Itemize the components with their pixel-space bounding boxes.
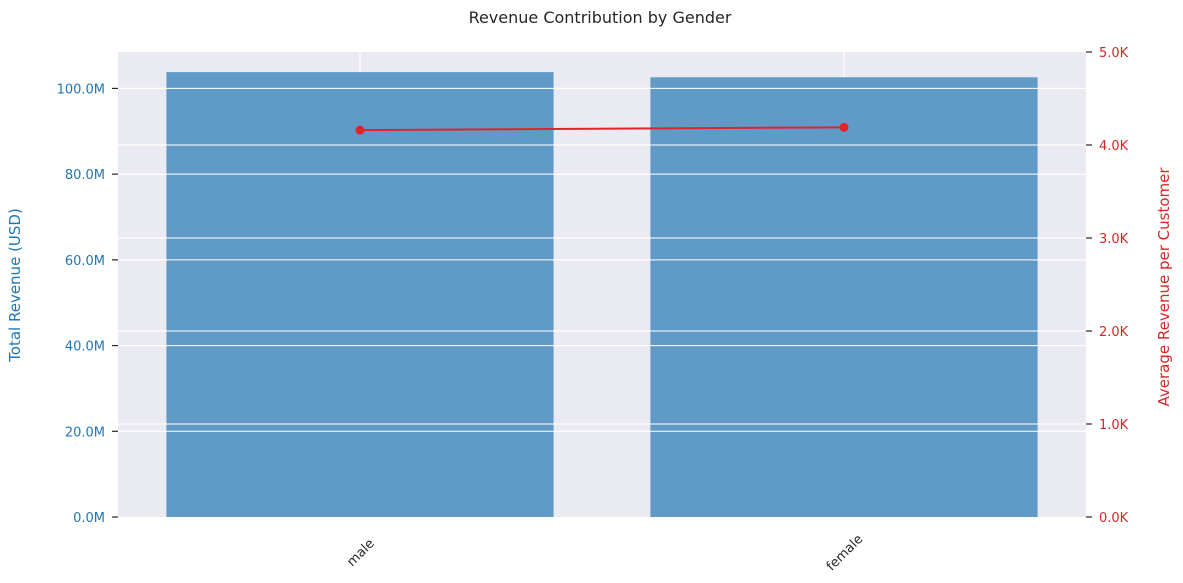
bar-female <box>650 77 1038 518</box>
average-point-female <box>839 122 849 132</box>
right-axis: 0.0K 1.0K 2.0K 3.0K 4.0K 5.0K <box>1086 46 1129 526</box>
x-tick-label: female <box>824 532 866 574</box>
left-tick-label: 40.0M <box>65 340 105 355</box>
left-tick-label: 20.0M <box>65 425 105 440</box>
right-tick-label: 0.0K <box>1099 511 1129 526</box>
left-tick-label: 80.0M <box>65 168 105 183</box>
average-line <box>355 122 849 135</box>
right-tick-label: 2.0K <box>1099 325 1129 340</box>
average-point-male <box>355 125 365 135</box>
left-tick-label: 0.0M <box>73 511 105 526</box>
left-axis: 0.0M 20.0M 40.0M 60.0M 80.0M 100.0M <box>57 82 118 526</box>
y-axis-label-right: Average Revenue per Customer <box>1155 167 1173 407</box>
bar-male <box>166 72 554 518</box>
right-tick-label: 4.0K <box>1099 139 1129 154</box>
x-axis: male female <box>344 532 866 574</box>
left-tick-label: 100.0M <box>57 82 105 97</box>
left-tick-label: 60.0M <box>65 254 105 269</box>
bars <box>118 72 1086 518</box>
right-tick-label: 1.0K <box>1099 418 1129 433</box>
average-revenue-line <box>359 126 845 132</box>
chart-title: Revenue Contribution by Gender <box>469 8 732 27</box>
y-axis-label-left: Total Revenue (USD) <box>6 208 24 363</box>
x-tick-label: male <box>344 536 377 569</box>
right-tick-label: 3.0K <box>1099 232 1129 247</box>
right-tick-label: 5.0K <box>1099 46 1129 61</box>
